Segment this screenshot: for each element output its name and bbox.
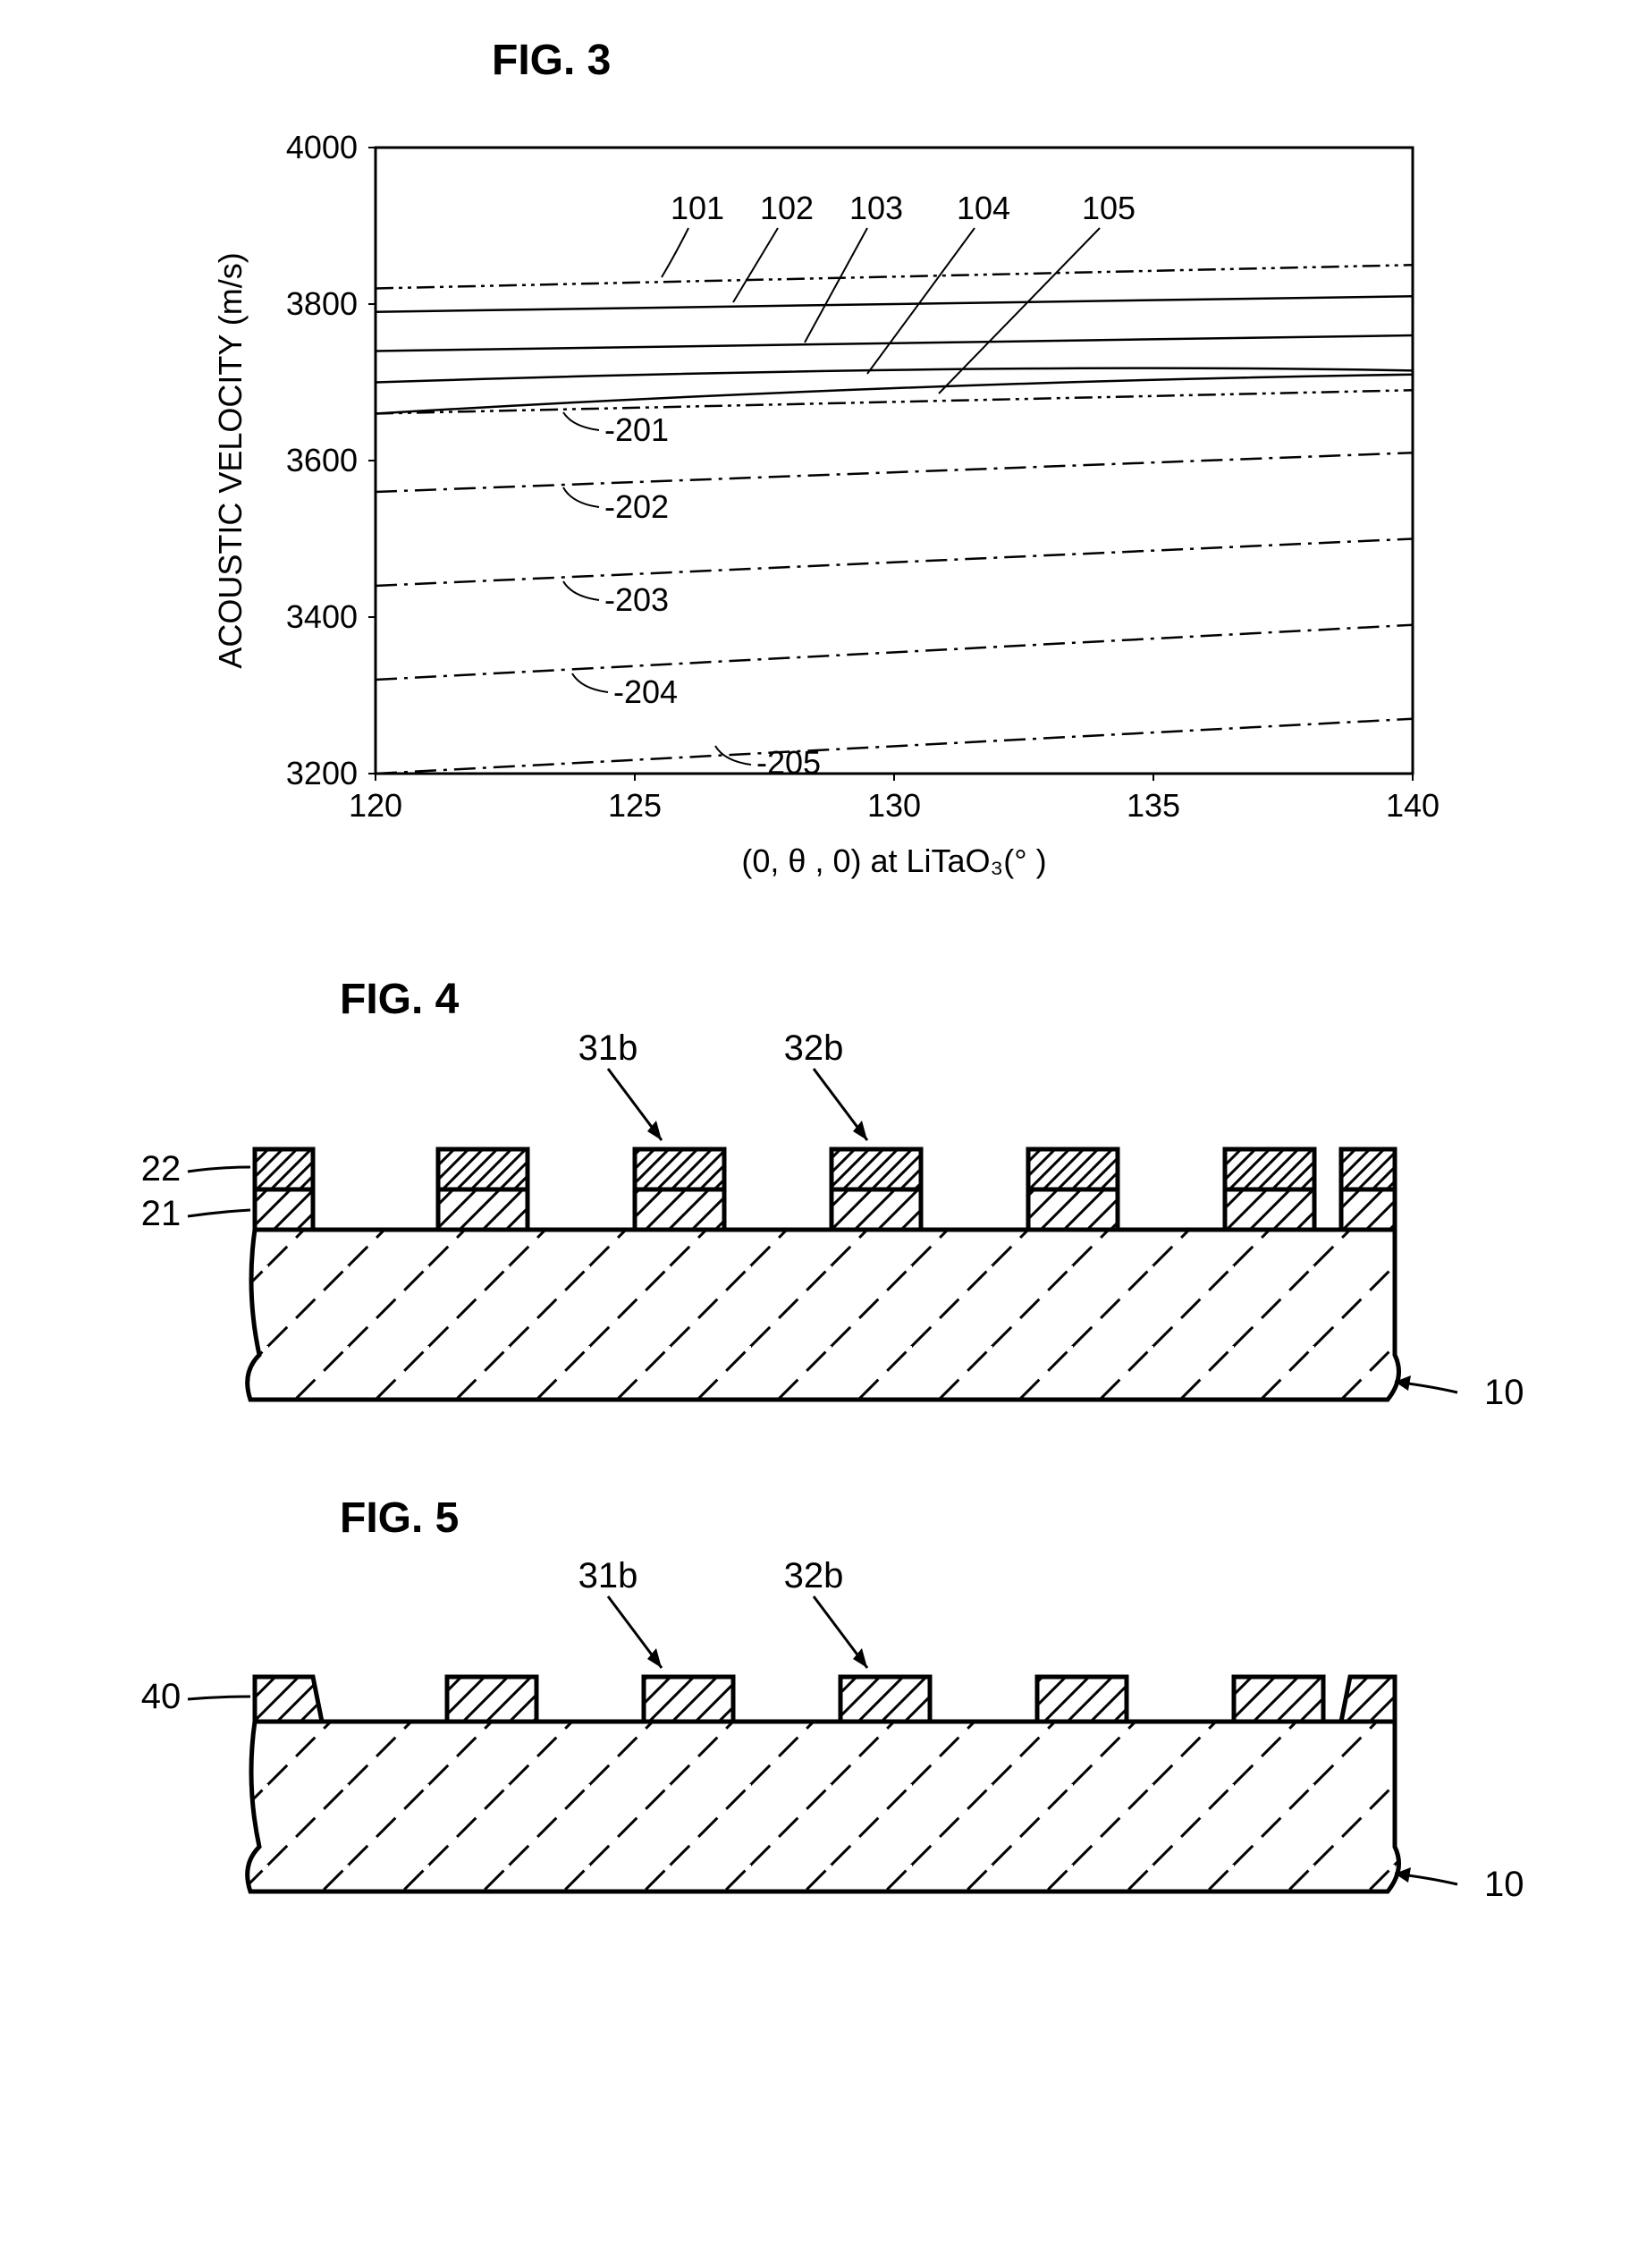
- xtick-130: 130: [867, 787, 921, 824]
- label-101: 101: [671, 190, 724, 226]
- xtick-135: 135: [1127, 787, 1180, 824]
- label-32b-5: 32b: [784, 1556, 844, 1595]
- y-axis-label: ACOUSTIC VELOCITY (m/s): [212, 252, 249, 668]
- xtick-120: 120: [349, 787, 402, 824]
- fig5-diagram: 31b 32b 40 10: [107, 1543, 1538, 1936]
- ytick-3600: 3600: [286, 442, 358, 478]
- ytick-3800: 3800: [286, 285, 358, 322]
- substrate: [248, 1230, 1399, 1400]
- fig3-title: FIG. 3: [492, 36, 1520, 85]
- label-104: 104: [957, 190, 1010, 226]
- ytick-4000: 4000: [286, 129, 358, 165]
- label-31b-5: 31b: [578, 1556, 638, 1595]
- label-202: -202: [604, 488, 669, 525]
- x-axis-label: (0, θ , 0) at LiTaO₃(° ): [741, 842, 1046, 879]
- label-10-5: 10: [1484, 1865, 1524, 1904]
- fingers: [255, 1677, 1395, 1722]
- fig4-container: FIG. 4: [107, 975, 1538, 1458]
- label-22: 22: [141, 1149, 182, 1189]
- fig5-title: FIG. 5: [340, 1494, 1538, 1543]
- ytick-3400: 3400: [286, 598, 358, 635]
- substrate: [248, 1722, 1399, 1891]
- xtick-140: 140: [1386, 787, 1440, 824]
- label-102: 102: [760, 190, 814, 226]
- label-32b: 32b: [784, 1028, 844, 1068]
- label-205: -205: [756, 744, 821, 781]
- fig4-diagram: 31b 32b 22 21 10: [107, 1024, 1538, 1453]
- ytick-3200: 3200: [286, 755, 358, 791]
- label-31b: 31b: [578, 1028, 638, 1068]
- fig3-chart: 3200 3400 3600 3800 4000 120 125 130 135…: [179, 94, 1520, 899]
- label-103: 103: [849, 190, 903, 226]
- fingers: [255, 1149, 1395, 1230]
- label-21: 21: [141, 1194, 182, 1233]
- xtick-125: 125: [608, 787, 662, 824]
- fig4-title: FIG. 4: [340, 975, 1538, 1024]
- label-201: -201: [604, 411, 669, 448]
- label-204: -204: [613, 673, 678, 710]
- label-10: 10: [1484, 1373, 1524, 1412]
- label-203: -203: [604, 581, 669, 618]
- label-105: 105: [1082, 190, 1136, 226]
- fig5-container: FIG. 5 31b 32b: [107, 1494, 1538, 1941]
- plot-frame: [376, 148, 1413, 774]
- fig3-container: FIG. 3 3200 3400 3600 3800 4000 120 125 …: [179, 36, 1520, 903]
- label-40: 40: [141, 1677, 182, 1716]
- page: FIG. 3 3200 3400 3600 3800 4000 120 125 …: [36, 36, 1638, 1941]
